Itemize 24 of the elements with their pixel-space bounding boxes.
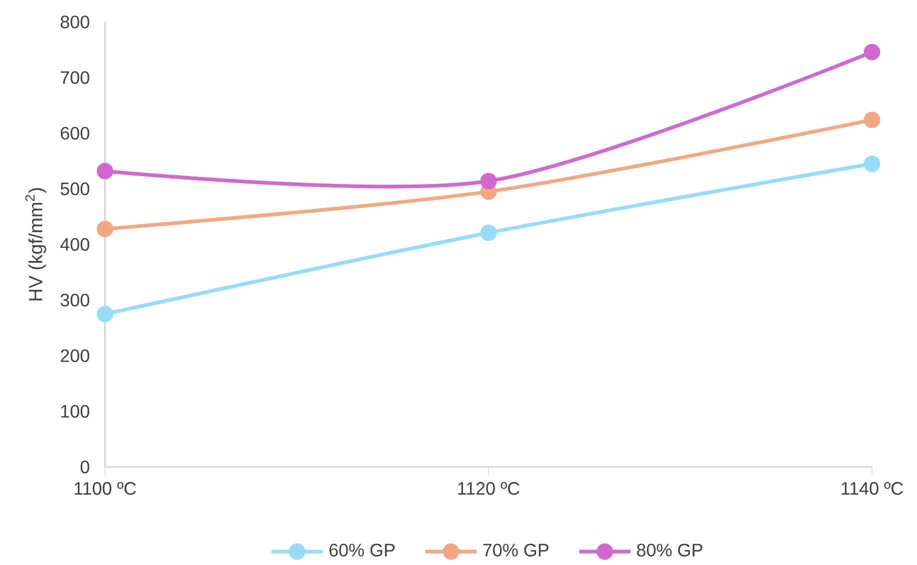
y-axis-title: HV (kgf/mm$^{2}$) bbox=[25, 188, 46, 300]
point bbox=[96, 220, 114, 238]
point bbox=[96, 306, 114, 322]
point bbox=[864, 112, 880, 128]
y-tick-label: 400 bbox=[60, 238, 90, 251]
point bbox=[864, 156, 880, 172]
legend-label: 70% GP bbox=[483, 544, 548, 557]
point bbox=[864, 44, 880, 60]
y-tick-label: 800 bbox=[60, 16, 90, 28]
point bbox=[480, 172, 497, 190]
y-tick-label: 200 bbox=[60, 349, 90, 362]
x-tick-label: 1140 ºC bbox=[842, 482, 903, 495]
y-tick-label: 700 bbox=[60, 71, 90, 84]
y-tick-label: 0 bbox=[80, 460, 90, 474]
y-tick-label: 300 bbox=[60, 294, 90, 306]
point bbox=[96, 162, 114, 180]
legend-label: 60% GP bbox=[329, 544, 395, 557]
y-tick-label: 500 bbox=[60, 182, 90, 196]
y-tick-label: 600 bbox=[60, 126, 90, 140]
legend-label: 80% GP bbox=[637, 544, 702, 557]
point bbox=[480, 224, 497, 242]
x-tick-label: 1120 ºC bbox=[458, 482, 520, 495]
y-tick-label: 100 bbox=[61, 404, 90, 418]
x-tick-label: 1100 ºC bbox=[74, 482, 136, 495]
